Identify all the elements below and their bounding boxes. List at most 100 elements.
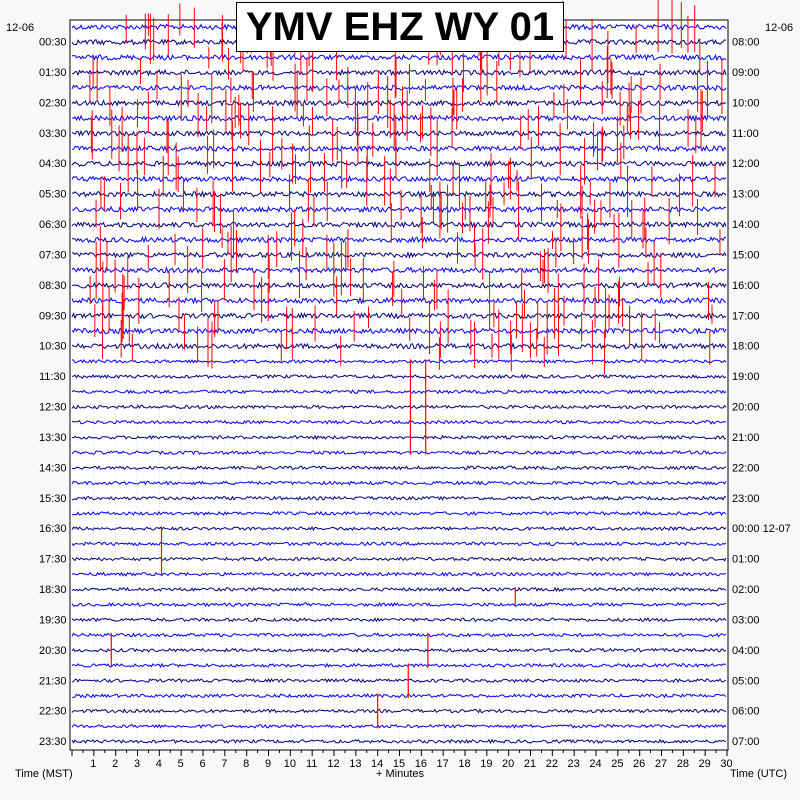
left-time-label: 21:30 <box>39 675 67 687</box>
left-time-label: 22:30 <box>39 706 67 718</box>
x-tick-label: 25 <box>611 758 623 770</box>
right-time-label: 21:00 <box>732 432 760 444</box>
trace-line <box>71 495 727 501</box>
trace-line <box>71 450 727 456</box>
right-time-label: 00:00 12-07 <box>732 523 791 535</box>
left-time-label: 06:30 <box>39 219 67 231</box>
left-time-label: 00:30 <box>39 37 67 49</box>
right-time-label: 01:00 <box>732 554 760 566</box>
x-axis-label-left: Time (MST) <box>15 768 73 780</box>
trace-line <box>71 586 727 592</box>
x-tick-label: 2 <box>112 758 118 770</box>
x-tick-label: 29 <box>699 758 711 770</box>
x-tick-label: 19 <box>480 758 492 770</box>
x-axis: 1 2 3 4 5 6 7 8 9 10 11 12 13 14 15 16 17 18 19 20 21 22 23 24 2… <box>70 749 733 770</box>
left-time-label: 07:30 <box>39 249 67 261</box>
x-tick-label: 4 <box>156 758 162 770</box>
trace-line <box>71 373 727 380</box>
left-time-label: 04:30 <box>39 158 67 170</box>
trace-line <box>71 159 727 168</box>
trace-line <box>71 296 727 305</box>
left-time-label: 15:30 <box>39 493 67 505</box>
trace-line <box>71 556 727 562</box>
x-tick-label: 28 <box>677 758 689 770</box>
x-tick-label: 22 <box>546 758 558 770</box>
left-time-label: 01:30 <box>39 67 67 79</box>
x-tick-label: 27 <box>655 758 667 770</box>
trace-line <box>71 571 727 577</box>
right-time-label: 17:00 <box>732 310 760 322</box>
trace-line <box>71 404 727 410</box>
plot-area <box>69 19 729 751</box>
trace-line <box>71 662 727 669</box>
left-time-label: 23:30 <box>39 736 67 748</box>
right-time-label: 19:00 <box>732 371 760 383</box>
x-tick-label: 9 <box>265 758 271 770</box>
x-tick-label: 3 <box>134 758 140 770</box>
trace-line <box>71 526 727 532</box>
left-time-label: 18:30 <box>39 584 67 596</box>
trace-line <box>71 434 727 441</box>
trace-line <box>71 510 727 516</box>
x-tick-label: 12 <box>327 758 339 770</box>
x-tick-label: 11 <box>306 758 317 770</box>
x-tick-label: 26 <box>633 758 645 770</box>
title-box: YMV EHZ WY 01 <box>236 2 564 52</box>
x-tick-label: 13 <box>349 758 361 770</box>
right-time-label: 14:00 <box>732 219 760 231</box>
x-tick-label: 7 <box>221 758 227 770</box>
right-time-label: 04:00 <box>732 645 760 657</box>
x-axis-label-right: Time (UTC) <box>730 768 787 780</box>
trace-line <box>71 465 727 471</box>
left-time-label: 09:30 <box>39 310 67 322</box>
right-time-label: 02:00 <box>732 584 760 596</box>
left-time-label: 13:30 <box>39 432 67 444</box>
x-tick-label: 5 <box>178 758 184 770</box>
right-time-label: 20:00 <box>732 402 760 414</box>
trace-line <box>71 541 727 547</box>
trace-line <box>71 632 727 638</box>
trace-line <box>71 266 726 275</box>
left-time-label: 03:30 <box>39 128 67 140</box>
date-left: 12-06 <box>6 22 34 34</box>
date-right: 12-06 <box>765 22 793 34</box>
x-tick-label: 8 <box>243 758 249 770</box>
left-time-label: 16:30 <box>39 523 67 535</box>
x-tick-label: 15 <box>393 758 405 770</box>
right-time-label: 13:00 <box>732 189 760 201</box>
trace-line <box>71 68 727 77</box>
left-time-label: 20:30 <box>39 645 67 657</box>
right-time-label: 07:00 <box>732 736 760 748</box>
trace-line <box>71 693 727 699</box>
x-tick-label: 6 <box>199 758 205 770</box>
left-time-label: 02:30 <box>39 97 67 109</box>
trace-line <box>71 281 727 290</box>
clip-group <box>89 0 723 729</box>
left-time-label: 05:30 <box>39 189 67 201</box>
x-tick-label: 17 <box>437 758 449 770</box>
right-time-label: 03:00 <box>732 614 760 626</box>
left-time-label: 19:30 <box>39 614 67 626</box>
trace-line <box>71 174 727 184</box>
trace-line <box>71 311 727 320</box>
left-time-label: 11:30 <box>39 371 66 383</box>
x-tick-label: 20 <box>502 758 514 770</box>
x-tick-label: 16 <box>415 758 427 770</box>
trace-line <box>71 602 727 608</box>
x-tick-label: 24 <box>589 758 601 770</box>
x-tick-label: 21 <box>524 758 536 770</box>
x-tick-label: 18 <box>458 758 470 770</box>
trace-line <box>71 389 727 395</box>
trace-line <box>71 235 727 244</box>
trace-line <box>71 419 727 425</box>
right-time-label: 15:00 <box>732 249 760 261</box>
trace-line <box>71 677 727 684</box>
trace-line <box>71 617 727 623</box>
trace-line <box>71 708 727 714</box>
left-time-label: 08:30 <box>39 280 67 292</box>
left-time-label: 17:30 <box>39 554 67 566</box>
right-time-label: 12:00 <box>732 158 760 170</box>
right-time-label: 22:00 <box>732 462 760 474</box>
